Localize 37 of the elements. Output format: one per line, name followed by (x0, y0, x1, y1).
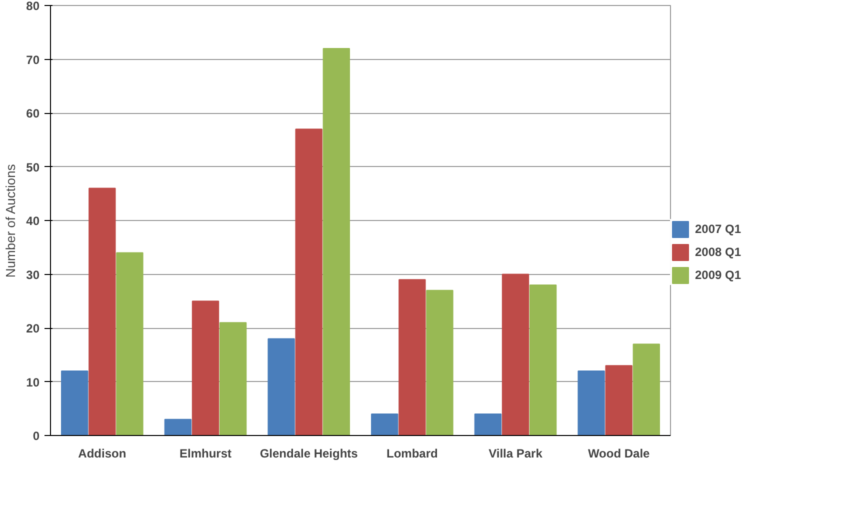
x-tick-label: Addison (78, 446, 126, 460)
x-tick-label: Wood Dale (588, 446, 650, 460)
y-tick-label: 50 (26, 160, 40, 174)
bar (192, 300, 220, 436)
legend-label: 2008 Q1 (695, 245, 742, 259)
y-tick-label: 0 (32, 429, 40, 443)
y-tick-label: 30 (26, 268, 40, 282)
x-tick-label: Lombard (386, 446, 438, 460)
bar (371, 414, 398, 436)
bar (529, 284, 557, 436)
y-tick-label: 70 (26, 52, 40, 67)
y-tick-label: 20 (26, 322, 40, 336)
bar (219, 322, 247, 436)
bar (268, 338, 295, 436)
legend-label: 2009 Q1 (695, 268, 742, 282)
bar (578, 370, 605, 436)
bar (322, 48, 350, 436)
y-tick-label: 40 (26, 214, 40, 228)
bar (605, 365, 632, 436)
y-axis-title: Number of Auctions (3, 164, 18, 278)
bar (398, 279, 426, 436)
legend-label: 2007 Q1 (695, 222, 742, 236)
y-tick-label: 10 (26, 375, 40, 390)
bar (426, 290, 454, 436)
bar (295, 128, 322, 436)
bar (502, 274, 530, 436)
x-tick-label: Villa Park (488, 446, 543, 460)
bar (116, 252, 144, 436)
bar (474, 414, 502, 436)
bar (88, 188, 116, 436)
x-tick-label: Elmhurst (179, 446, 232, 460)
x-tick-label: Glendale Heights (260, 446, 358, 460)
y-tick-label: 60 (26, 106, 40, 120)
bar (164, 418, 192, 436)
bar (61, 370, 88, 436)
bar (632, 344, 660, 436)
y-tick-label: 80 (26, 0, 40, 13)
